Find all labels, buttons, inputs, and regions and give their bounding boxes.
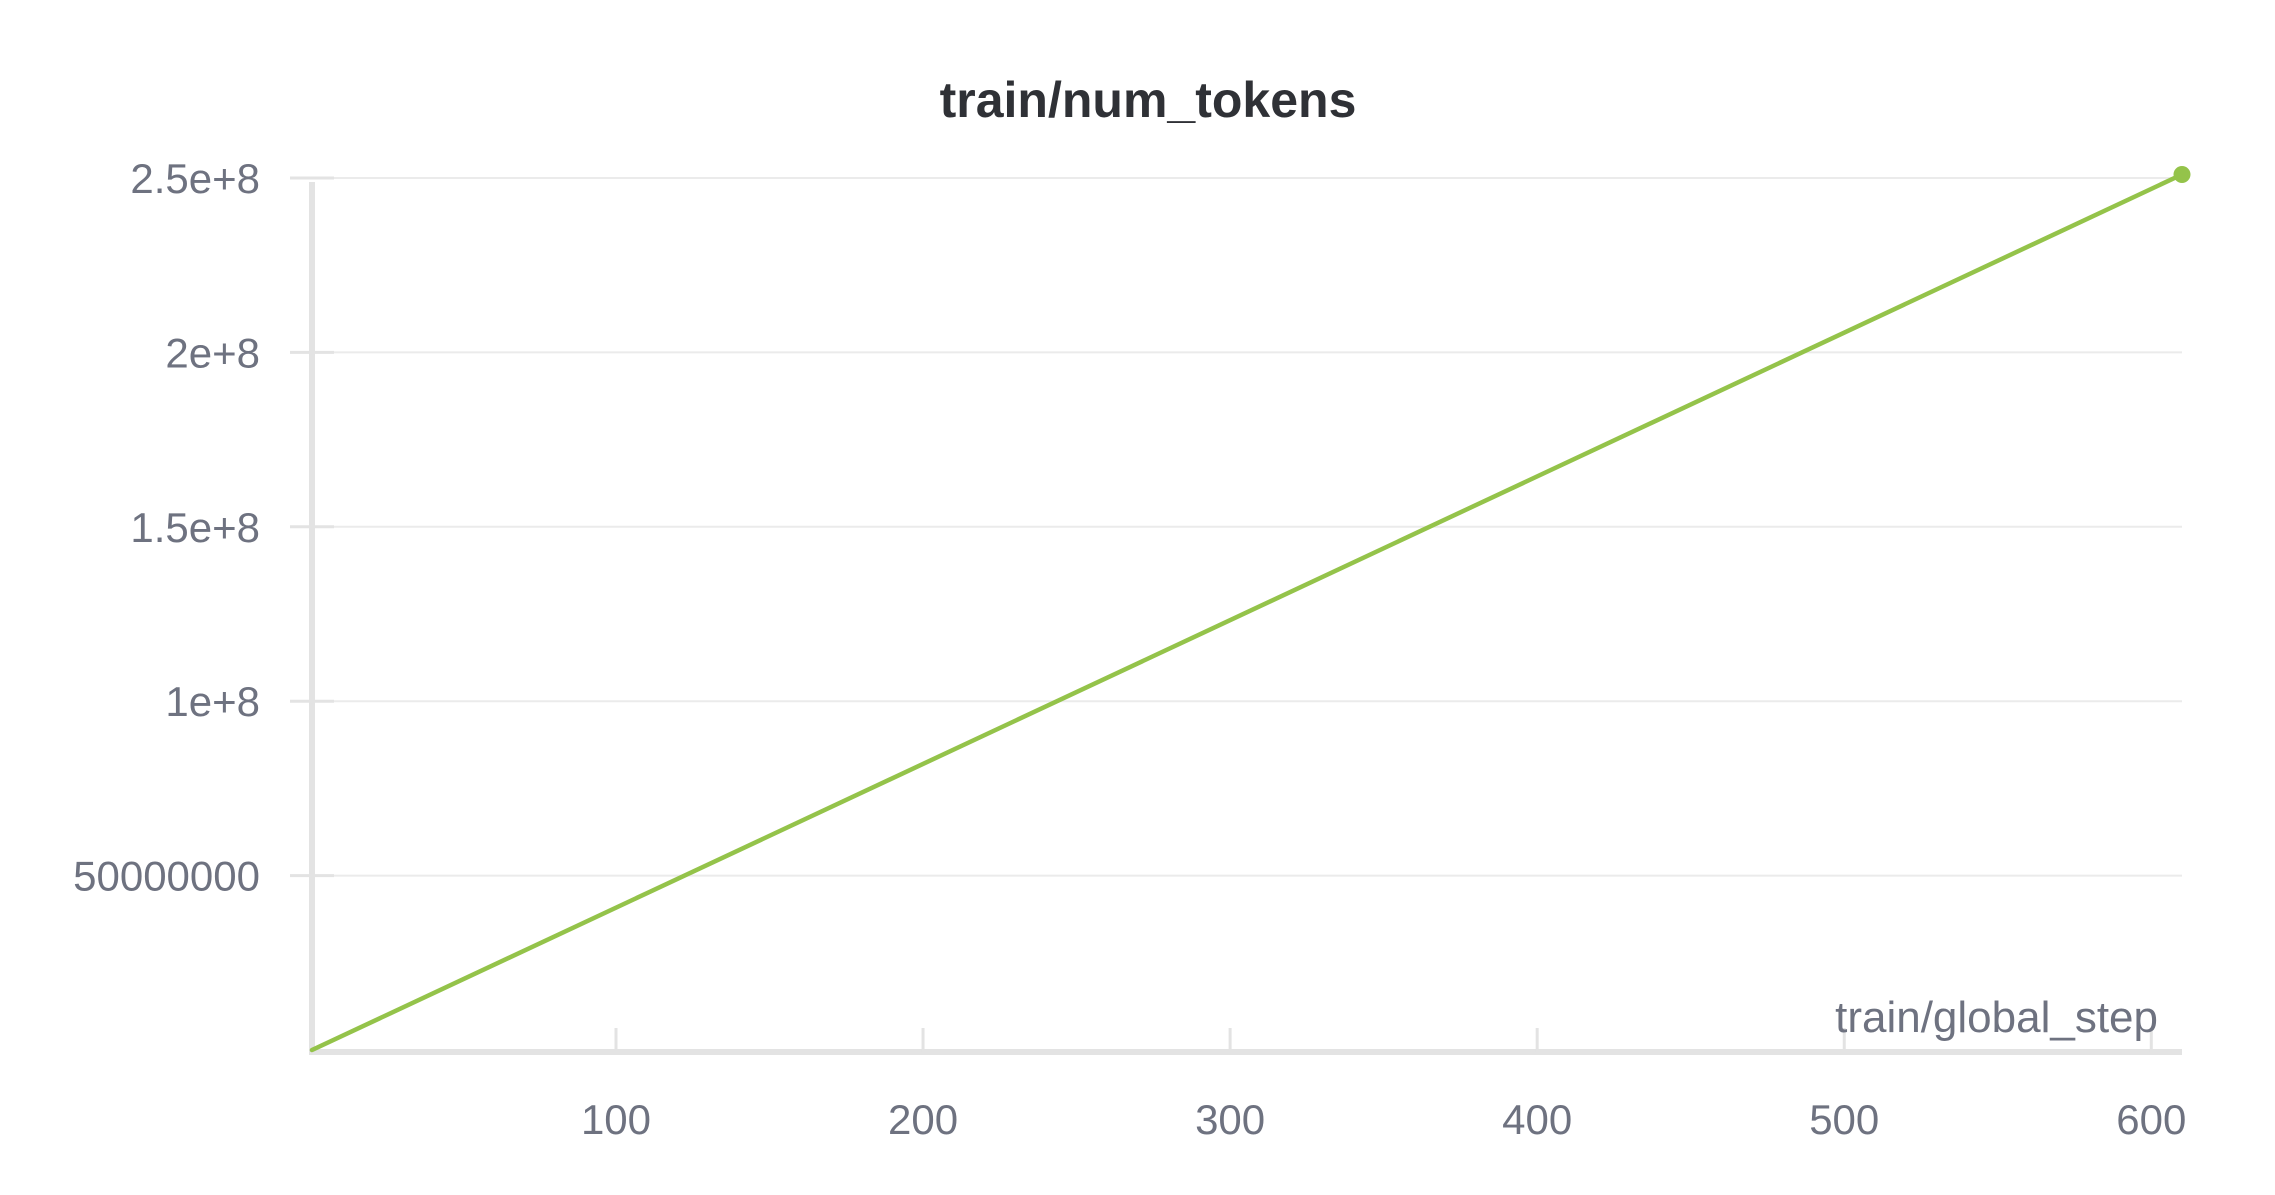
y-tick-label: 50000000	[73, 853, 260, 900]
series-line	[312, 175, 2182, 1051]
chart-title: train/num_tokens	[940, 72, 1357, 128]
x-tick-label: 100	[581, 1096, 651, 1143]
grid-layer	[312, 178, 2182, 876]
x-tick-label: 300	[1195, 1096, 1265, 1143]
x-axis-title: train/global_step	[1835, 993, 2158, 1042]
y-tick-label: 1e+8	[165, 678, 260, 725]
x-tick-label: 500	[1809, 1096, 1879, 1143]
x-tick-label: 600	[2116, 1096, 2186, 1143]
series-end-point	[2174, 166, 2191, 183]
y-tick-label: 2e+8	[165, 329, 260, 376]
x-tick-label: 400	[1502, 1096, 1572, 1143]
x-tick-label: 200	[888, 1096, 958, 1143]
y-tick-label: 1.5e+8	[130, 504, 260, 551]
series-layer	[312, 166, 2191, 1050]
y-tick-label: 2.5e+8	[130, 155, 260, 202]
